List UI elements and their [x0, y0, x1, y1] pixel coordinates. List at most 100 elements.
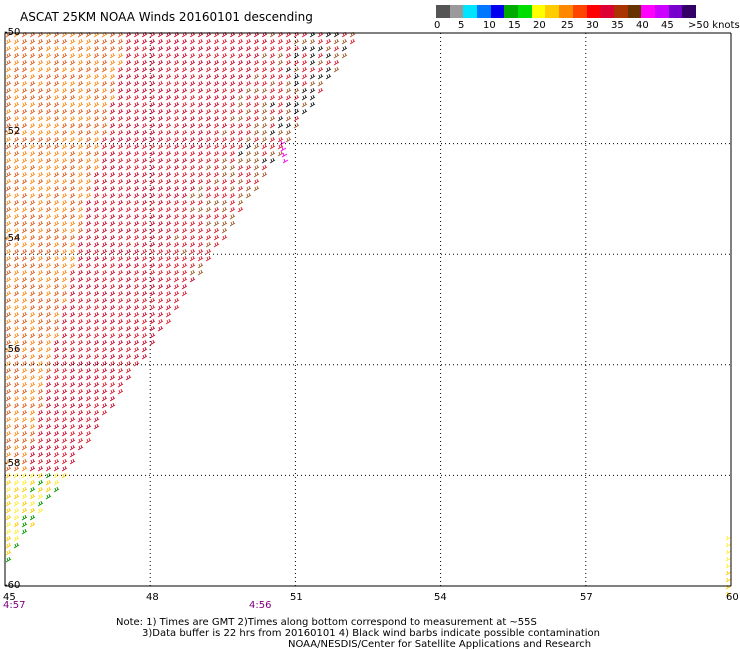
wind-barb [21, 234, 28, 241]
wind-barb [133, 255, 140, 262]
wind-barb [277, 108, 284, 115]
wind-barb [245, 59, 252, 66]
wind-barb [61, 157, 68, 164]
wind-barb [85, 388, 92, 395]
wind-barb [37, 45, 44, 52]
wind-barb [237, 38, 244, 45]
wind-barb [37, 227, 44, 234]
wind-barb [29, 297, 36, 304]
wind-barb [149, 129, 156, 136]
wind-barb [141, 80, 148, 87]
wind-barb [173, 80, 180, 87]
wind-barb [245, 157, 252, 164]
wind-barb [213, 227, 220, 234]
wind-barb [53, 255, 60, 262]
wind-barb [141, 38, 148, 45]
wind-barb [189, 38, 196, 45]
wind-barb [85, 234, 92, 241]
wind-barb [69, 388, 76, 395]
wind-barb [125, 339, 132, 346]
wind-barb [13, 402, 20, 409]
wind-barb [293, 73, 300, 80]
wind-barb [149, 171, 156, 178]
wind-barb [85, 255, 92, 262]
wind-barb [69, 122, 76, 129]
wind-barb [117, 339, 124, 346]
wind-barb [117, 164, 124, 171]
wind-barb [45, 206, 52, 213]
wind-barb [213, 164, 220, 171]
wind-barb [133, 248, 140, 255]
wind-barb [221, 213, 228, 220]
wind-barb [285, 94, 292, 101]
wind-barb [229, 199, 236, 206]
wind-barb [5, 325, 12, 332]
wind-barb [245, 108, 252, 115]
wind-barb [5, 227, 12, 234]
wind-barb [141, 318, 148, 325]
wind-barb [77, 206, 84, 213]
wind-barb [21, 353, 28, 360]
wind-barb [285, 115, 292, 122]
wind-barb [45, 66, 52, 73]
wind-barb [21, 157, 28, 164]
wind-barb [37, 87, 44, 94]
wind-barb [21, 171, 28, 178]
wind-barb [117, 178, 124, 185]
wind-barb [301, 101, 308, 108]
wind-barb [5, 66, 12, 73]
wind-barb [69, 185, 76, 192]
wind-barb [173, 206, 180, 213]
wind-barb [45, 339, 52, 346]
wind-barb [45, 360, 52, 367]
wind-barb [85, 213, 92, 220]
wind-barb [93, 227, 100, 234]
wind-barb [29, 479, 36, 486]
wind-barb [53, 164, 60, 171]
wind-barb [13, 332, 20, 339]
wind-barb [181, 73, 188, 80]
wind-barb [29, 220, 36, 227]
wind-barb [93, 129, 100, 136]
wind-barb [37, 381, 44, 388]
wind-barb [165, 199, 172, 206]
wind-barb [213, 59, 220, 66]
wind-barb [13, 535, 20, 542]
wind-barb [149, 255, 156, 262]
wind-barb [205, 241, 212, 248]
lon-label-45: 45 [3, 592, 16, 603]
wind-barb [69, 360, 76, 367]
wind-barb [45, 493, 52, 500]
wind-barb [197, 115, 204, 122]
wind-barb [85, 192, 92, 199]
wind-barb [93, 283, 100, 290]
wind-barb [133, 290, 140, 297]
legend-label-45: 45 [661, 20, 674, 31]
wind-barb [53, 437, 60, 444]
wind-barb [117, 185, 124, 192]
wind-barb [205, 108, 212, 115]
wind-barb [237, 108, 244, 115]
wind-barb [157, 276, 164, 283]
wind-barb [173, 73, 180, 80]
wind-barb [61, 395, 68, 402]
wind-barb [229, 136, 236, 143]
wind-barb [149, 262, 156, 269]
wind-barb [77, 136, 84, 143]
wind-barb [133, 227, 140, 234]
wind-barb [141, 143, 148, 150]
wind-barb [61, 409, 68, 416]
wind-barb [109, 164, 116, 171]
wind-barb [157, 115, 164, 122]
wind-barb [69, 101, 76, 108]
wind-barb [125, 178, 132, 185]
wind-barb [13, 465, 20, 472]
wind-barb [29, 269, 36, 276]
wind-barb [221, 129, 228, 136]
wind-barb [317, 66, 324, 73]
wind-barb [261, 73, 268, 80]
wind-barb [53, 185, 60, 192]
wind-barb [197, 248, 204, 255]
wind-barb [157, 213, 164, 220]
wind-barb [165, 171, 172, 178]
